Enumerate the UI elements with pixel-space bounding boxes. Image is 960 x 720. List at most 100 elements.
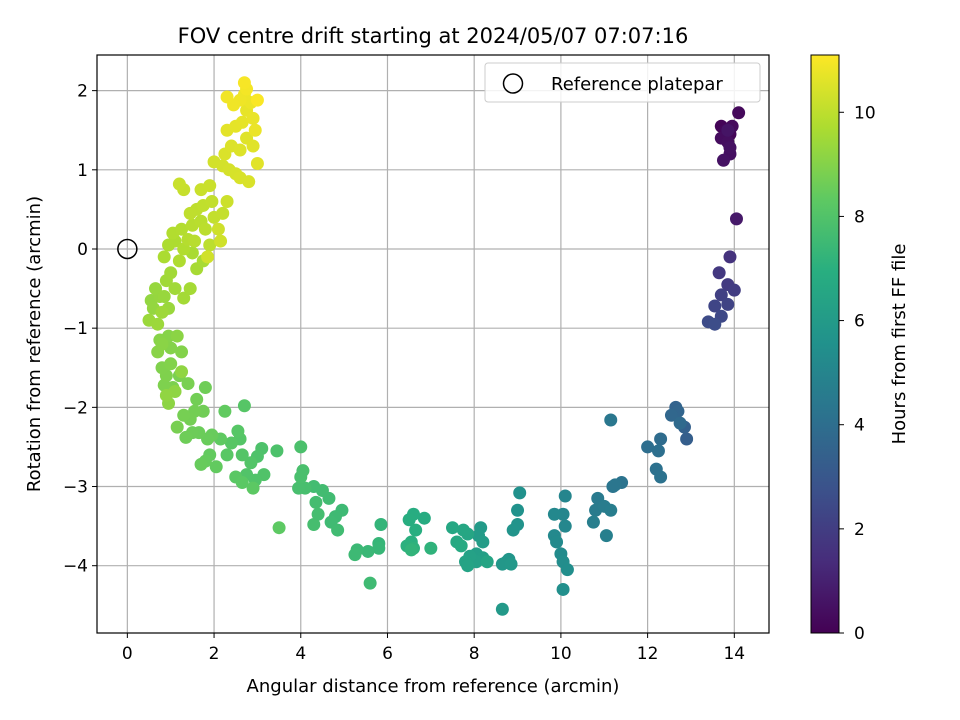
colorbar-tick-label: 6 [854,312,865,332]
data-point [708,317,722,331]
data-point [641,440,655,454]
data-point [604,503,618,517]
data-point [170,329,184,343]
data-point [311,507,325,521]
data-point [224,436,238,450]
colorbar-tick-label: 8 [854,207,865,227]
data-point [599,529,613,543]
data-point [547,507,561,521]
colorbar-label: Hours from first FF file [889,244,910,445]
data-point [374,518,388,532]
data-point [272,521,286,535]
data-point [560,563,574,577]
data-point [181,377,195,391]
x-tick-label: 8 [469,644,480,664]
y-tick-label: 0 [77,240,88,260]
x-tick-label: 0 [122,644,133,664]
data-point [155,305,169,319]
data-point [246,139,260,153]
data-point [250,93,264,107]
data-point [242,175,256,189]
data-point [179,430,193,444]
x-axis-ticks: 0 2 4 6 8 10 12 14 [122,633,745,664]
data-point [211,222,225,236]
colorbar-tick-label: 0 [854,624,865,644]
data-point [246,111,260,125]
data-point [495,602,509,616]
data-point [157,250,171,264]
colorbar: 0 2 4 6 8 10 Hours from first FF file [810,54,910,644]
data-point [250,156,264,170]
data-point [172,177,186,191]
data-point [296,464,310,478]
data-point [198,222,212,236]
data-point [149,282,163,296]
data-point [586,515,600,529]
x-tick-label: 2 [209,644,220,664]
data-point [331,523,345,537]
data-point [188,234,202,248]
data-point [175,365,189,379]
data-point [446,521,460,535]
data-point [456,523,470,537]
data-point [214,234,228,248]
data-point [237,399,251,413]
data-point [164,357,178,371]
legend-marker-icon [502,73,524,94]
chart-title: FOV centre drift starting at 2024/05/07 … [178,24,689,48]
data-point [732,106,746,120]
data-point [244,456,258,470]
colorbar-tick-label: 10 [854,103,876,123]
data-point [159,388,173,402]
data-point [708,299,722,313]
data-point [235,476,249,490]
data-point [177,291,191,305]
y-tick-label: −2 [63,398,88,418]
reference-point-marker [117,238,138,260]
x-axis-label: Angular distance from reference (arcmin) [247,676,620,697]
data-point [175,345,189,359]
data-point [201,250,215,264]
y-tick-label: −4 [63,557,88,577]
data-point [235,115,249,129]
data-point [309,495,323,509]
data-point [164,266,178,280]
data-point [190,392,204,406]
data-point [716,153,730,167]
data-point [454,539,468,553]
data-point [203,179,217,193]
data-point [714,288,728,302]
data-point [721,123,735,137]
colorbar-ticks: 0 2 4 6 8 10 [839,103,876,644]
data-point [155,337,169,351]
data-point [157,289,171,303]
data-point [680,432,694,446]
data-point [558,519,572,533]
data-point [504,557,518,571]
data-point [220,448,234,462]
y-tick-label: 1 [77,161,88,181]
data-point [664,408,678,422]
data-point [654,432,668,446]
data-point [168,282,182,296]
data-point [209,460,223,474]
data-point [307,518,321,532]
data-point [183,282,197,296]
data-point [203,238,217,252]
data-point [480,555,494,569]
y-axis-ticks: −4 −3 −2 −1 0 1 2 [63,82,97,577]
data-point [556,582,570,596]
data-point [651,444,665,458]
data-point [248,123,262,137]
data-point [712,266,726,280]
data-point [361,544,375,558]
legend-box [484,62,761,103]
data-point [404,543,418,557]
data-point [511,503,525,517]
x-tick-label: 14 [723,644,745,664]
data-point [194,457,208,471]
data-points [142,76,746,616]
data-point [218,404,232,418]
data-point [216,206,230,220]
data-point [220,90,234,104]
